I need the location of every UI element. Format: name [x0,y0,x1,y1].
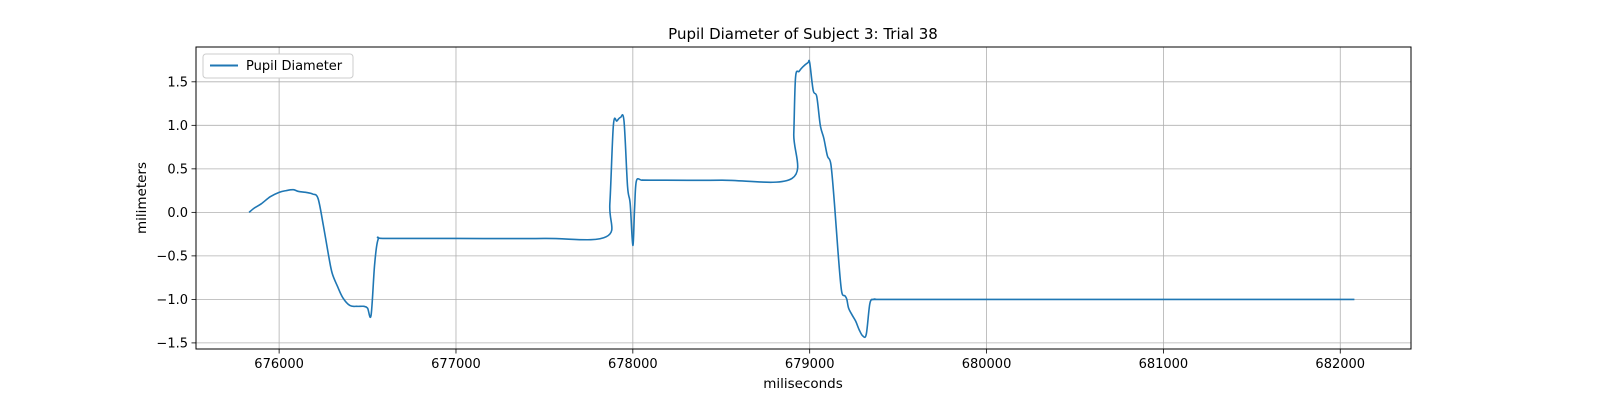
pupil-diameter-series-line [248,59,1355,339]
chart-title: Pupil Diameter of Subject 3: Trial 38 [668,25,938,43]
y-tick-label: −1.0 [156,293,188,308]
series [248,59,1355,339]
legend-box [202,53,354,79]
y-tick-labels: −1.5 −1.0 −0.5 0.0 0.5 1.0 1.5 [156,75,188,351]
y-tick-label: −1.5 [156,336,188,351]
y-axis-label: milimeters [134,162,150,234]
axis-ticks [191,81,1341,354]
x-axis-label: miliseconds [763,376,843,392]
y-tick-label: 0.0 [167,206,188,221]
x-tick-label: 679000 [785,357,835,372]
x-tick-label: 676000 [254,357,304,372]
x-tick-label: 677000 [431,357,481,372]
plot-area-frame [195,46,1412,350]
y-tick-label: 0.5 [167,162,188,177]
x-tick-label: 681000 [1139,357,1189,372]
x-tick-labels: 676000 677000 678000 679000 680000 681000 6820… [254,357,1365,372]
grid [196,47,1411,349]
x-tick-label: 682000 [1315,357,1365,372]
y-tick-label: 1.5 [167,75,188,90]
y-tick-label: −0.5 [156,249,188,264]
x-tick-label: 678000 [608,357,658,372]
y-tick-label: 1.0 [167,119,188,134]
legend-label: Pupil Diameter [246,59,343,74]
x-tick-label: 680000 [962,357,1012,372]
legend: Pupil Diameter [202,53,354,79]
